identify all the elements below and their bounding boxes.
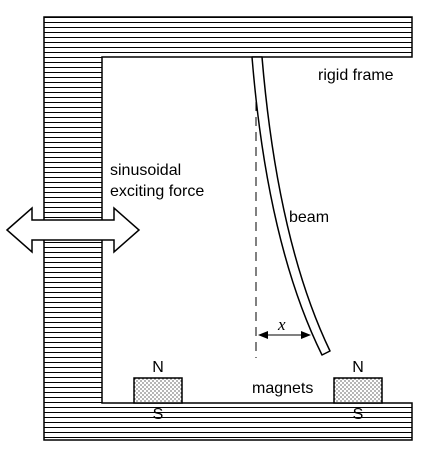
exciting-force-label-line1: sinusoidal xyxy=(110,162,181,179)
right-magnet-north-label: N xyxy=(352,359,364,376)
rigid-frame xyxy=(43,16,413,441)
displacement-dimension xyxy=(258,331,311,339)
displacement-label: x xyxy=(277,315,286,334)
exciting-force-label-line2: exciting force xyxy=(110,183,204,200)
double-headed-arrow-icon xyxy=(5,206,141,254)
beam xyxy=(251,56,331,356)
left-magnet-north-label: N xyxy=(152,359,164,376)
left-magnet xyxy=(133,377,183,404)
right-magnet-south-label: S xyxy=(353,406,364,423)
left-magnet-south-label: S xyxy=(153,406,164,423)
magnets-label: magnets xyxy=(252,380,313,397)
rigid-frame-label: rigid frame xyxy=(318,67,394,84)
beam-label: beam xyxy=(289,209,329,226)
right-magnet xyxy=(333,377,383,404)
